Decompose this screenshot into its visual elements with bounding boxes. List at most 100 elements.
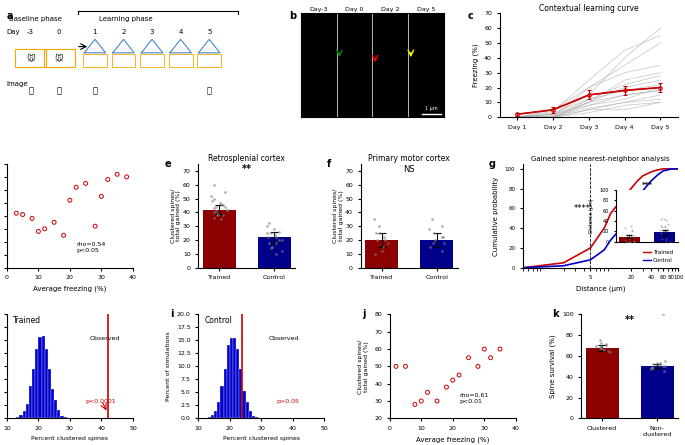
Text: **: ** <box>625 315 635 325</box>
Text: a: a <box>7 11 13 21</box>
Bar <box>252 416 255 418</box>
Text: Image: Image <box>7 81 29 87</box>
Bar <box>258 237 291 268</box>
Text: Baseline phase: Baseline phase <box>9 16 62 22</box>
Text: Observed: Observed <box>90 336 121 341</box>
Text: k: k <box>552 309 559 319</box>
Point <box>595 344 606 351</box>
Text: 5: 5 <box>207 29 212 35</box>
Point <box>71 184 82 191</box>
Point <box>370 251 381 258</box>
Point <box>33 228 44 235</box>
Bar <box>223 369 227 418</box>
Text: 🔬: 🔬 <box>207 87 212 96</box>
Bar <box>26 404 29 418</box>
Text: NS: NS <box>403 165 415 174</box>
Bar <box>236 348 239 418</box>
Point <box>645 365 656 372</box>
Text: 🐭: 🐭 <box>55 53 64 62</box>
Bar <box>15 49 46 67</box>
Point <box>424 226 435 233</box>
Point <box>271 251 282 258</box>
Point <box>658 363 669 370</box>
Point <box>219 188 230 195</box>
Point <box>601 340 612 347</box>
Point <box>473 363 484 370</box>
Point <box>58 232 69 239</box>
Bar <box>45 349 48 418</box>
Point <box>651 360 662 367</box>
Y-axis label: Clustered spines/
total gained (%): Clustered spines/ total gained (%) <box>333 189 344 243</box>
Text: 🔬: 🔬 <box>28 87 33 96</box>
Point <box>379 234 390 241</box>
Text: 🔬: 🔬 <box>92 87 97 96</box>
Point <box>600 341 611 348</box>
Point <box>373 222 384 230</box>
Point <box>479 345 490 352</box>
Point <box>380 236 391 243</box>
Bar <box>58 410 60 418</box>
Text: Day 0: Day 0 <box>345 7 364 12</box>
Point <box>121 174 132 181</box>
Point <box>206 192 216 199</box>
Point <box>437 234 448 241</box>
Point <box>212 210 223 217</box>
Bar <box>233 338 236 418</box>
Point <box>437 222 448 230</box>
Point <box>49 219 60 226</box>
Point <box>266 245 277 252</box>
Point <box>268 226 279 233</box>
Text: rho=0.61
p<0.01: rho=0.61 p<0.01 <box>459 393 488 404</box>
Point <box>271 239 282 247</box>
Text: g: g <box>489 159 496 169</box>
Bar <box>221 386 223 418</box>
Point <box>422 389 433 396</box>
Y-axis label: Cumulative probability: Cumulative probability <box>493 176 499 255</box>
Text: 1 µm: 1 µm <box>425 106 437 111</box>
Text: p>0.05: p>0.05 <box>277 399 299 404</box>
Point <box>215 201 226 208</box>
Point <box>64 197 75 204</box>
Title: Contextual learning curve: Contextual learning curve <box>539 4 638 12</box>
Point <box>654 362 665 369</box>
Text: f: f <box>327 159 331 169</box>
Point <box>370 230 381 237</box>
Bar <box>197 54 221 67</box>
Text: 🔬: 🔬 <box>57 87 62 96</box>
Bar <box>239 369 242 418</box>
Text: 1: 1 <box>92 29 97 35</box>
X-axis label: Average freezing (%): Average freezing (%) <box>33 286 107 292</box>
Point <box>599 346 610 353</box>
X-axis label: Average freezing (%): Average freezing (%) <box>416 437 490 443</box>
Point <box>659 358 670 365</box>
Text: c: c <box>467 11 473 21</box>
Point <box>210 207 221 214</box>
Text: Learning phase: Learning phase <box>99 16 153 22</box>
Bar <box>211 415 214 418</box>
Point <box>262 222 273 230</box>
Point <box>595 339 606 346</box>
Point <box>427 216 438 223</box>
Bar <box>23 411 26 418</box>
Point <box>377 247 388 255</box>
Point <box>410 401 421 408</box>
Point <box>90 222 101 230</box>
Y-axis label: Spine survival (%): Spine survival (%) <box>550 335 556 398</box>
Point <box>276 247 287 255</box>
Y-axis label: Clustered spines/
total gained (%): Clustered spines/ total gained (%) <box>171 189 182 243</box>
Point <box>208 205 219 212</box>
Bar <box>249 411 252 418</box>
Point <box>424 243 435 251</box>
Point <box>485 354 496 361</box>
Bar <box>112 54 136 67</box>
Bar <box>208 417 211 418</box>
Text: **: ** <box>242 164 252 174</box>
Text: -3: -3 <box>27 29 34 35</box>
Point <box>427 239 438 247</box>
Point <box>262 230 273 237</box>
Bar <box>169 54 192 67</box>
Point <box>654 360 665 367</box>
Text: 🐭: 🐭 <box>26 53 35 62</box>
Point <box>208 209 219 216</box>
Title: Retrosplenial cortex: Retrosplenial cortex <box>208 154 285 163</box>
